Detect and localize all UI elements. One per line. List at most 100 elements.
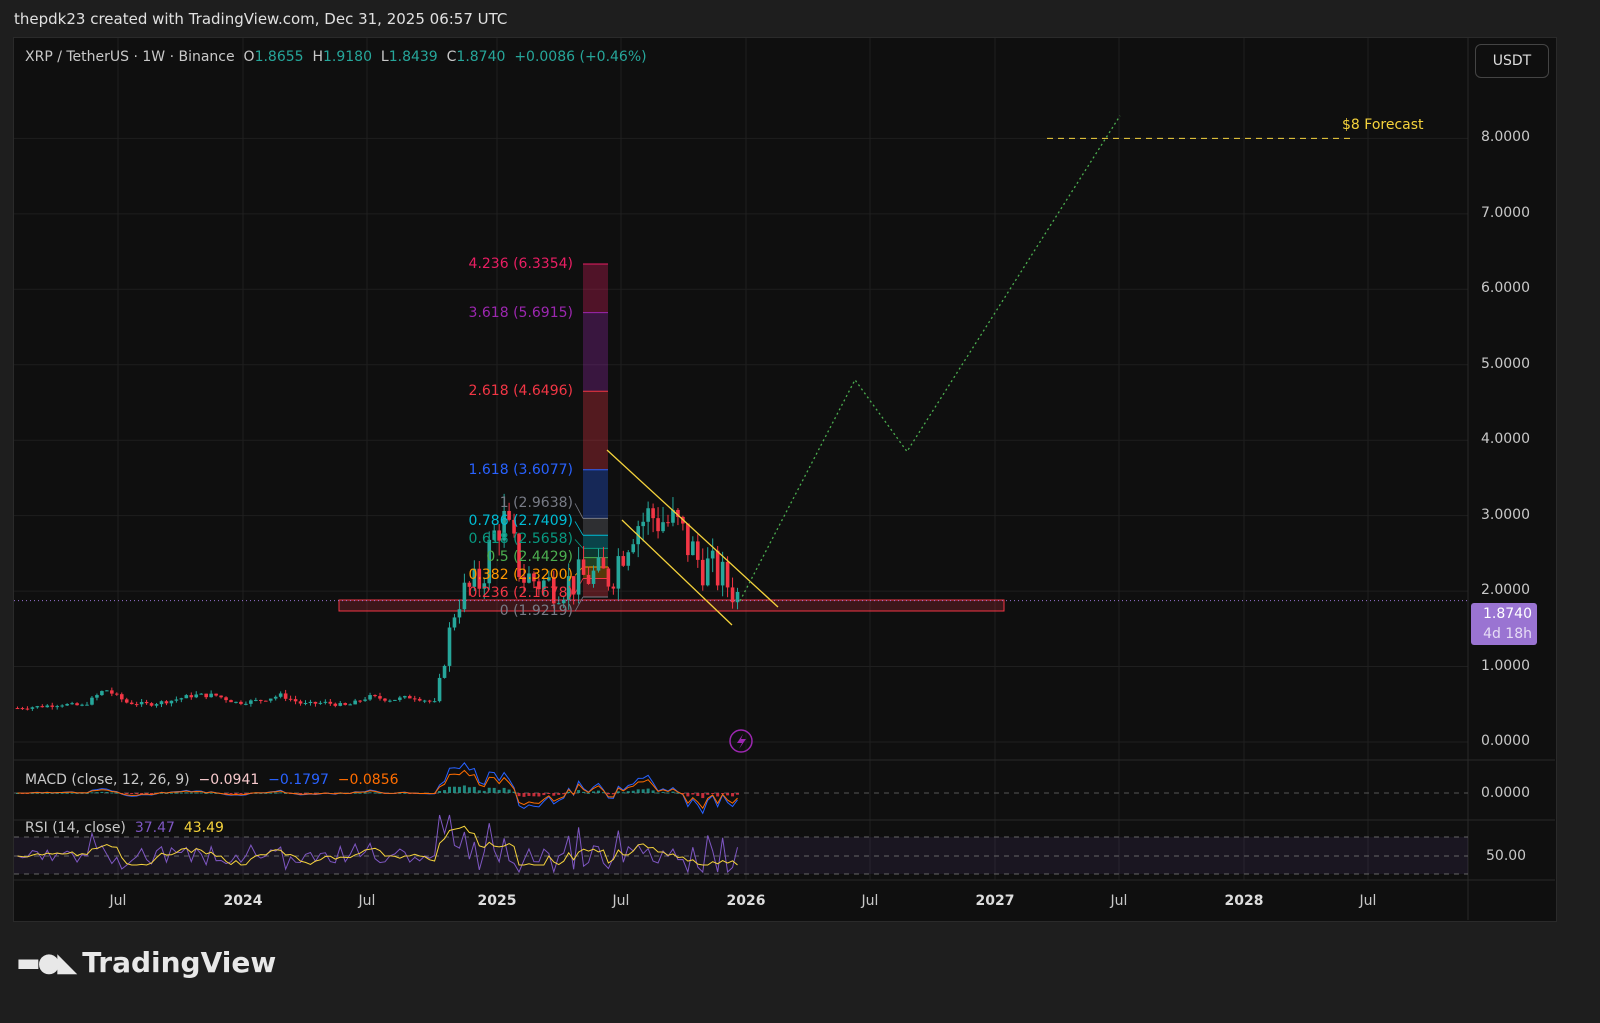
macd-axis-label: 0.0000 — [1481, 785, 1530, 801]
macd-histogram-bar — [363, 792, 367, 794]
forecast-path — [739, 115, 1121, 602]
macd-histogram-bar — [358, 792, 362, 794]
macd-histogram-bar — [145, 793, 149, 794]
candle-body — [119, 694, 124, 700]
candle-body — [124, 699, 129, 703]
fib-label-leader — [574, 521, 584, 536]
macd-histogram-bar — [497, 789, 501, 793]
candle-body — [695, 541, 700, 560]
candle-body — [50, 705, 55, 707]
candle-body — [199, 693, 204, 695]
macd-histogram-bar — [731, 793, 735, 797]
macd-value: −0.1797 — [268, 772, 329, 788]
fib-level-label: 3.618 (5.6915) — [468, 304, 573, 321]
macd-histogram-bar — [373, 792, 377, 794]
close-value: 1.8740 — [456, 49, 506, 65]
fib-level-label: 0.236 (2.1678) — [468, 585, 573, 602]
candle-body — [60, 705, 64, 707]
macd-histogram-bar — [467, 787, 471, 793]
candle-body — [512, 519, 516, 534]
candle-body — [219, 695, 223, 698]
candle-body — [661, 522, 665, 532]
candle-body — [437, 677, 442, 702]
candle-body — [676, 509, 680, 517]
macd-histogram-bar — [701, 793, 705, 799]
fib-band — [583, 557, 608, 567]
rsi-label[interactable]: RSI (14, close) — [25, 820, 126, 836]
currency-button[interactable]: USDT — [1475, 44, 1549, 78]
macd-histogram-bar — [179, 792, 183, 794]
candle-body — [522, 576, 526, 583]
candle-body — [482, 583, 487, 589]
fib-band — [583, 566, 608, 579]
macd-line — [17, 762, 738, 815]
macd-histogram-bar — [502, 787, 506, 793]
fib-band — [583, 312, 608, 392]
fib-level-label: 0.382 (2.3200) — [468, 567, 573, 584]
macd-histogram-bar — [150, 793, 154, 794]
candle-body — [40, 706, 45, 708]
close-label: C — [446, 49, 457, 65]
fib-band — [583, 469, 608, 519]
rsi-line — [17, 814, 739, 874]
candle-body — [278, 693, 283, 697]
chart-frame[interactable] — [13, 37, 1557, 922]
price-tick-label: 7.0000 — [1481, 204, 1530, 221]
candle-body — [487, 539, 492, 584]
candle-body — [174, 699, 179, 701]
fib-band — [583, 263, 608, 313]
candle-body — [358, 700, 362, 702]
candle-body — [263, 700, 268, 702]
macd-histogram-bar — [596, 790, 600, 793]
macd-histogram-bar — [353, 792, 357, 794]
candle-body — [532, 573, 536, 582]
candle-body — [586, 574, 591, 584]
macd-signal-line — [17, 769, 738, 810]
macd-histogram-bar — [621, 792, 625, 794]
macd-histogram-bar — [159, 792, 163, 794]
macd-histogram-bar — [587, 792, 591, 794]
fib-band — [583, 391, 608, 470]
macd-histogram-bar — [140, 793, 144, 794]
macd-histogram-bar — [736, 793, 740, 795]
candle-body — [144, 701, 149, 704]
candle-body — [715, 550, 720, 586]
macd-histogram-bar — [606, 793, 610, 795]
candle-body — [55, 706, 60, 708]
macd-histogram-bar — [264, 792, 268, 794]
macd-histogram-bar — [438, 790, 442, 793]
candle-body — [547, 577, 551, 581]
macd-histogram-bar — [110, 792, 114, 794]
macd-histogram-bar — [284, 792, 288, 794]
fib-label-leader — [574, 503, 584, 519]
macd-histogram-bar — [35, 792, 39, 794]
candle-body — [254, 699, 258, 701]
candle-body — [507, 510, 511, 520]
macd-histogram-bar — [234, 793, 238, 794]
candle-body — [442, 665, 447, 678]
candle-body — [710, 550, 715, 559]
candle-body — [35, 706, 40, 708]
forecast-label: $8 Forecast — [1342, 117, 1424, 133]
macd-histogram-bar — [244, 793, 248, 794]
candle-body — [651, 508, 655, 519]
macd-histogram-bar — [299, 793, 303, 794]
macd-histogram-bar — [45, 792, 49, 794]
credit-text: thepdk23 created with TradingView.com, D… — [14, 10, 508, 28]
candle-body — [159, 701, 164, 705]
time-tick-label: 2025 — [477, 893, 517, 909]
candle-body — [95, 695, 99, 698]
tradingview-logo[interactable]: ▬●◣ TradingView — [16, 946, 276, 979]
candle-body — [502, 510, 506, 541]
rsi-value: 37.47 — [134, 820, 175, 836]
candle-body — [631, 544, 636, 553]
candle-body — [308, 701, 313, 704]
macd-label[interactable]: MACD (close, 12, 26, 9) — [25, 772, 190, 788]
candle-body — [621, 556, 626, 566]
macd-histogram-bar — [532, 793, 536, 797]
symbol-name[interactable]: XRP / TetherUS · 1W · Binance — [25, 49, 235, 65]
macd-histogram-bar — [691, 793, 695, 795]
candle-body — [566, 576, 571, 600]
candle-body — [100, 691, 104, 696]
